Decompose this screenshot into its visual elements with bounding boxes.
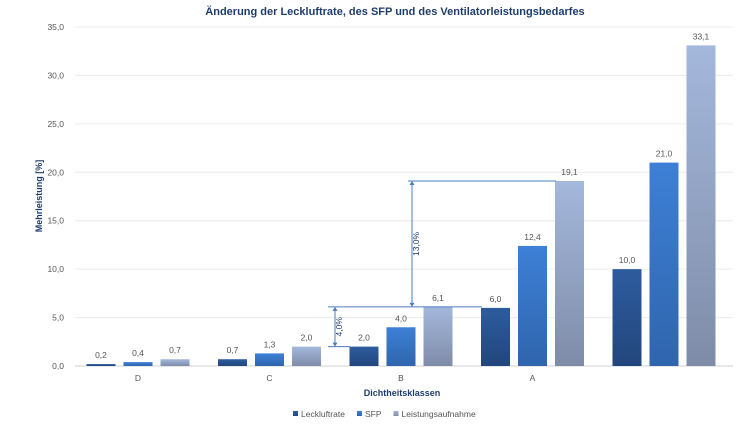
x-axis-label: Dichtheitsklassen <box>364 388 441 398</box>
legend-item: Leckluftrate <box>301 409 345 419</box>
data-label: 0,2 <box>95 350 107 360</box>
chart-title: Änderung der Leckluftrate, des SFP und d… <box>205 5 584 18</box>
data-label: 4,0 <box>395 313 407 323</box>
bar-leistungsaufnahme <box>555 181 584 366</box>
bar-leistungsaufnahme <box>686 45 716 366</box>
data-label: 6,0 <box>490 294 502 304</box>
legend-item: Leistungsaufnahme <box>401 409 475 419</box>
x-tick-label: C <box>266 373 272 383</box>
bar-leistungsaufnahme <box>292 346 321 366</box>
data-label: 21,0 <box>656 149 673 159</box>
x-tick-label: D <box>135 373 141 383</box>
data-label: 0,4 <box>132 348 144 358</box>
bar-leistungsaufnahme <box>160 359 190 366</box>
y-tick-label: 30,0 <box>47 70 64 80</box>
y-tick-label: 15,0 <box>47 216 64 226</box>
data-label: 2,0 <box>358 333 370 343</box>
bar-leckluftrate <box>86 364 116 366</box>
legend-swatch <box>356 411 362 416</box>
data-label: 33,1 <box>693 31 710 41</box>
y-tick-label: 10,0 <box>47 264 64 274</box>
legend-swatch <box>393 411 399 416</box>
y-tick-label: 20,0 <box>47 167 64 177</box>
bar-sfp <box>518 245 547 366</box>
data-label: 0,7 <box>169 345 181 355</box>
arrowhead-icon <box>332 306 338 347</box>
x-tick-label: B <box>398 373 404 383</box>
data-label: 10,0 <box>619 255 636 265</box>
data-label: 12,4 <box>524 232 541 242</box>
bar-leckluftrate <box>218 359 247 366</box>
bar-leistungsaufnahme <box>423 306 453 366</box>
y-tick-label: 0,0 <box>52 361 64 371</box>
bar-leckluftrate <box>612 269 642 366</box>
legend-swatch <box>293 411 298 416</box>
bar-leckluftrate <box>481 307 510 366</box>
annotation-label: 4,0% <box>334 317 344 337</box>
x-tick-label: A <box>530 373 536 383</box>
data-label: 1,3 <box>264 339 276 349</box>
bar-sfp <box>386 327 416 366</box>
bar-sfp <box>255 353 284 366</box>
y-tick-label: 5,0 <box>52 313 64 323</box>
data-label: 0,7 <box>227 345 239 355</box>
bar-leckluftrate <box>349 346 379 366</box>
y-axis-label: Mehrleistung [%] <box>34 160 44 233</box>
data-label: 19,1 <box>561 167 578 177</box>
data-label: 6,1 <box>432 293 444 303</box>
y-tick-label: 35,0 <box>47 22 64 32</box>
y-tick-label: 25,0 <box>47 119 64 129</box>
annotation-label: 13,0% <box>411 231 421 256</box>
bar-sfp <box>649 162 679 366</box>
data-label: 2,0 <box>301 333 313 343</box>
legend-item: SFP <box>365 409 382 419</box>
bar-sfp <box>123 362 153 366</box>
